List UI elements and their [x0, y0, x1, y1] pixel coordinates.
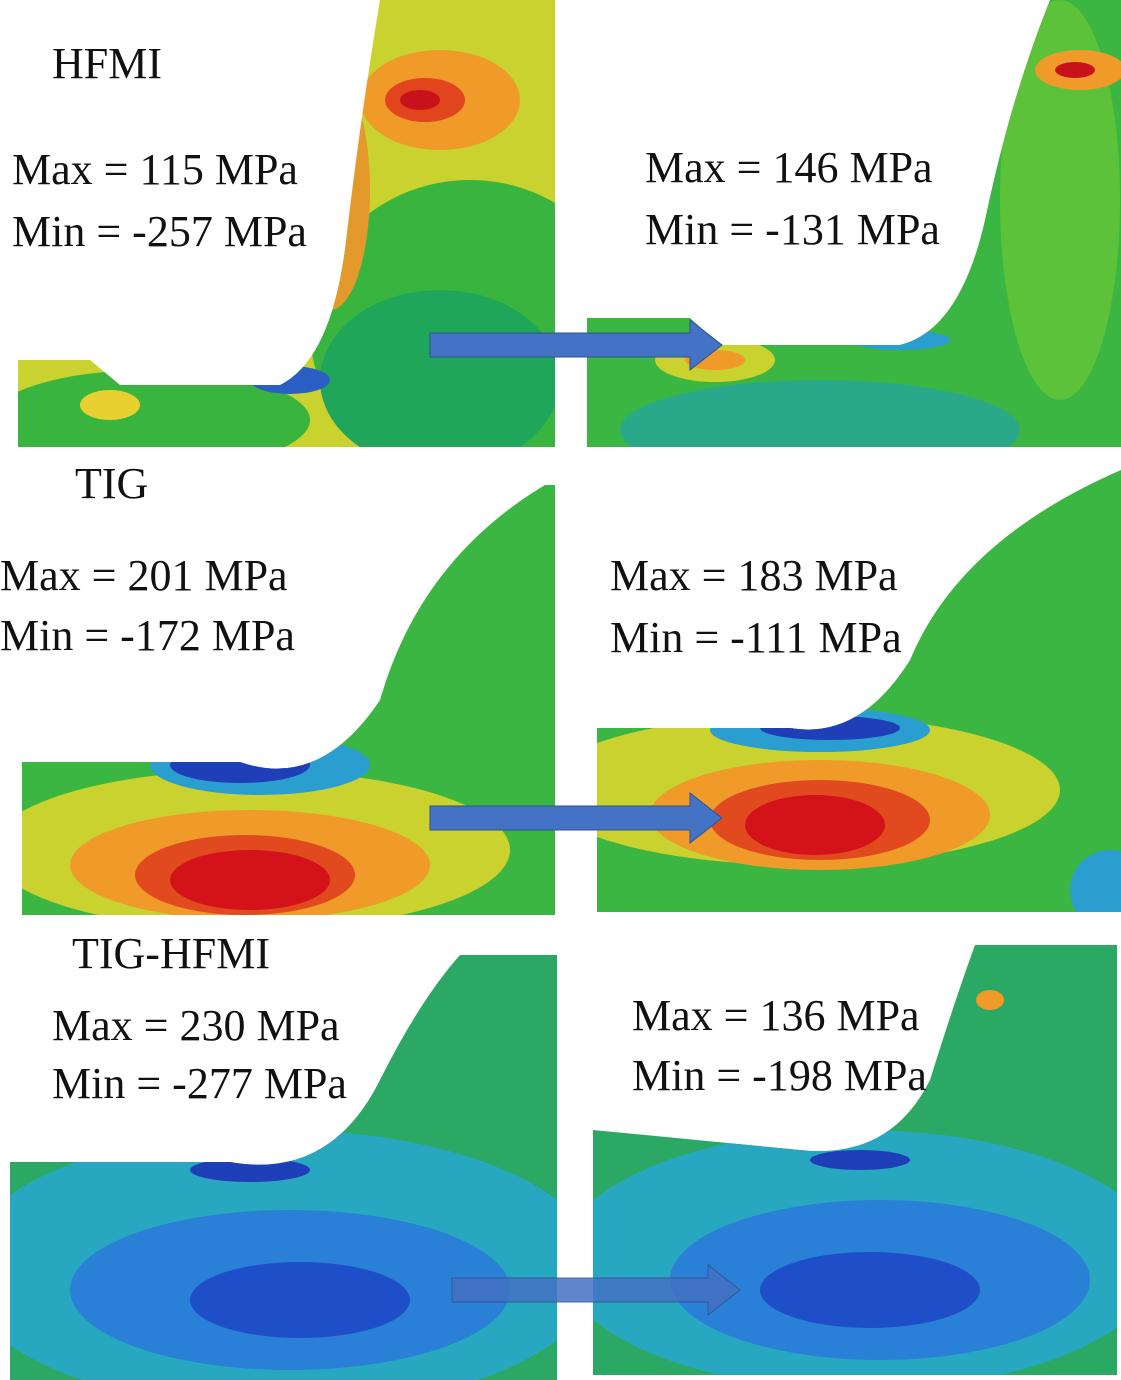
max-stress: Max = 183 MPa	[610, 551, 898, 600]
min-stress: Min = -131 MPa	[645, 205, 940, 254]
arrow	[429, 318, 723, 372]
min-stress: Min = -198 MPa	[632, 1051, 927, 1100]
max-stress: Max = 201 MPa	[0, 551, 288, 600]
max-stress: Max = 230 MPa	[52, 1001, 340, 1050]
min-stress: Min = -277 MPa	[52, 1059, 347, 1108]
contour-plot	[22, 485, 555, 915]
max-stress: Max = 146 MPa	[645, 143, 933, 192]
max-stress: Max = 136 MPa	[632, 991, 920, 1040]
max-stress: Max = 115 MPa	[12, 145, 298, 194]
arrow	[429, 791, 723, 845]
row-label: TIG	[75, 459, 148, 508]
contour-plot	[597, 470, 1121, 912]
min-stress: Min = -257 MPa	[12, 207, 307, 256]
min-stress: Min = -111 MPa	[610, 613, 902, 662]
row-label: HFMI	[52, 39, 162, 88]
arrow	[451, 1263, 741, 1317]
min-stress: Min = -172 MPa	[0, 611, 295, 660]
row-label: TIG-HFMI	[72, 929, 270, 978]
